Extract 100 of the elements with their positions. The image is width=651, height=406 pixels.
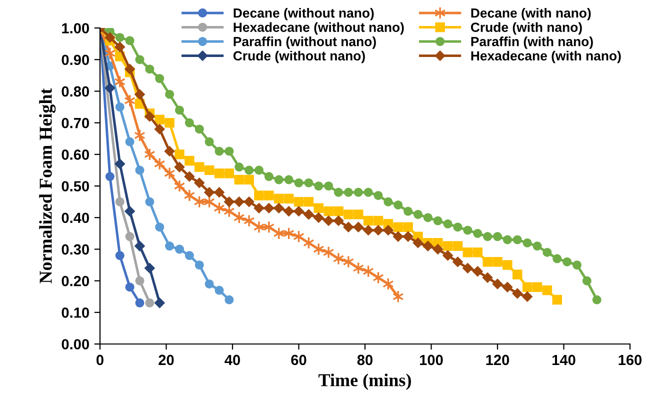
point — [304, 178, 314, 188]
point — [413, 210, 423, 219]
point — [115, 197, 124, 206]
point — [115, 251, 124, 260]
point — [502, 260, 512, 270]
point — [522, 282, 532, 292]
point — [214, 146, 224, 156]
point — [363, 216, 374, 226]
point — [372, 224, 384, 236]
point — [134, 240, 146, 252]
point — [105, 172, 114, 182]
point — [532, 282, 542, 292]
point — [343, 222, 354, 232]
point — [254, 166, 264, 175]
point — [135, 298, 144, 308]
point — [154, 124, 165, 134]
point — [404, 206, 413, 216]
point — [174, 150, 184, 160]
point — [204, 279, 214, 288]
point — [244, 174, 254, 185]
point — [135, 276, 144, 286]
point — [124, 64, 136, 74]
point — [582, 276, 592, 286]
point — [472, 266, 483, 277]
point — [522, 238, 532, 248]
point — [145, 197, 154, 206]
x-tick-label: 100 — [420, 354, 443, 366]
point — [155, 74, 164, 84]
point — [324, 181, 334, 191]
point — [473, 228, 482, 238]
point — [432, 244, 444, 254]
point — [542, 248, 552, 257]
x-tick-label: 20 — [158, 354, 174, 366]
point — [393, 222, 403, 232]
point — [254, 190, 264, 200]
point — [194, 178, 205, 188]
y-tick-label: 0.30 — [62, 244, 89, 255]
point — [572, 260, 582, 270]
point — [115, 32, 124, 42]
point — [274, 194, 284, 204]
point — [164, 118, 174, 128]
point — [164, 146, 175, 156]
point — [224, 196, 234, 208]
point — [492, 278, 503, 290]
point — [344, 210, 354, 220]
point — [214, 187, 225, 198]
x-tick-label: 80 — [357, 354, 373, 366]
point — [234, 196, 244, 208]
point — [442, 250, 454, 261]
point — [165, 90, 174, 99]
y-axis-title: Normalized Foam Height — [39, 88, 56, 284]
point — [253, 220, 265, 234]
point — [204, 165, 214, 176]
point — [145, 298, 154, 308]
x-tick-label: 0 — [96, 354, 104, 366]
point — [373, 216, 384, 226]
point — [313, 212, 324, 223]
point — [104, 46, 116, 60]
point — [462, 247, 473, 258]
point — [443, 219, 452, 228]
y-tick-label: 0.20 — [62, 276, 89, 286]
point — [154, 298, 165, 308]
point — [194, 260, 204, 270]
point — [483, 232, 492, 242]
point — [214, 168, 224, 178]
y-tick-label: 0.50 — [62, 181, 89, 192]
point — [284, 175, 294, 184]
point — [224, 295, 234, 304]
point — [353, 222, 364, 232]
point — [384, 197, 393, 206]
point — [382, 224, 394, 236]
legend-label: Decane (without nano) — [234, 8, 374, 20]
point — [293, 206, 304, 217]
point — [165, 242, 174, 251]
point — [364, 188, 373, 197]
legend-label: Crude (with nano) — [470, 22, 582, 35]
point — [115, 102, 124, 112]
point — [264, 190, 274, 200]
point — [104, 32, 116, 43]
point — [453, 222, 462, 232]
point — [452, 256, 464, 268]
point — [333, 216, 344, 226]
point — [284, 194, 294, 204]
point — [144, 111, 155, 122]
point — [234, 162, 244, 172]
point — [552, 254, 562, 264]
point — [214, 286, 224, 295]
point — [294, 196, 304, 207]
point — [125, 137, 134, 146]
point — [284, 206, 294, 217]
point — [314, 181, 324, 191]
point — [144, 262, 155, 274]
point — [155, 222, 164, 232]
point — [114, 42, 126, 52]
point — [184, 156, 194, 166]
point — [104, 82, 116, 94]
point — [322, 246, 334, 259]
legend-label: Hexadecane (with nano) — [471, 50, 621, 64]
point — [512, 288, 523, 299]
y-tick-label: 0.80 — [62, 86, 89, 97]
